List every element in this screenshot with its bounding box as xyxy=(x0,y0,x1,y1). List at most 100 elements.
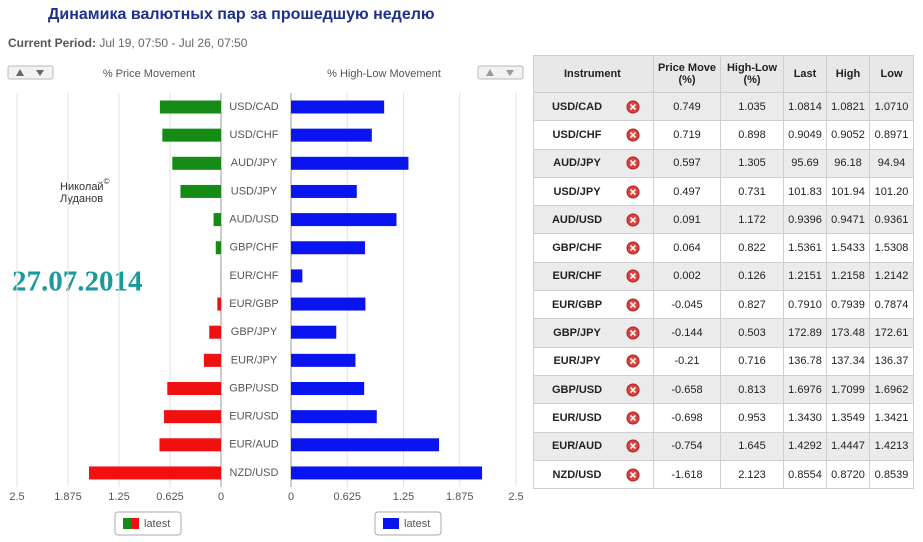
legend-swatch xyxy=(131,518,139,529)
remove-icon[interactable] xyxy=(626,213,640,227)
bar xyxy=(291,438,440,452)
table-cell: 136.78 xyxy=(783,346,827,376)
table-cell: 0.9052 xyxy=(826,120,870,150)
x-tick-label: 0 xyxy=(218,491,224,503)
instrument: EUR/USD xyxy=(534,411,653,425)
table-row: EUR/GBP -0.045 0.827 0.7910 0.7939 0.7874 xyxy=(533,290,914,320)
table-cell: 0.497 xyxy=(653,176,721,207)
remove-icon[interactable] xyxy=(626,326,640,340)
instrument: USD/CHF xyxy=(534,128,653,142)
table-cell: 94.94 xyxy=(869,148,914,178)
period-value: Jul 19, 07:50 - Jul 26, 07:50 xyxy=(99,36,248,50)
table-row: NZD/USD -1.618 2.123 0.8554 0.8720 0.8539 xyxy=(533,459,914,490)
remove-icon[interactable] xyxy=(626,100,640,114)
bar xyxy=(215,241,221,255)
remove-icon[interactable] xyxy=(626,383,640,397)
table-cell: GBP/CHF xyxy=(533,233,654,263)
remove-icon[interactable] xyxy=(626,269,640,283)
icon-cross xyxy=(629,188,637,195)
remove-icon[interactable] xyxy=(626,439,640,453)
remove-icon[interactable] xyxy=(626,411,640,425)
table-cell: 0.7910 xyxy=(783,290,827,320)
instrument-name: AUD/JPY xyxy=(553,157,601,170)
bar xyxy=(162,128,221,142)
icon-cross xyxy=(629,103,637,110)
charts: % Price Movement % High-Low Movement Ник… xyxy=(7,65,524,536)
remove-icon[interactable] xyxy=(626,128,640,142)
chart-title: % Price Movement xyxy=(103,68,195,80)
remove-icon[interactable] xyxy=(626,298,640,312)
table-cell: GBP/JPY xyxy=(533,318,654,348)
category-label: GBP/JPY xyxy=(231,326,278,338)
bar xyxy=(88,466,222,480)
sort-buttons[interactable] xyxy=(7,65,524,80)
instrument: EUR/JPY xyxy=(534,354,653,368)
icon-cross xyxy=(629,301,637,308)
remove-icon[interactable] xyxy=(626,468,640,482)
table-cell: 1.7099 xyxy=(826,374,870,405)
category-label: AUD/USD xyxy=(229,214,279,226)
legend-box xyxy=(114,511,182,536)
table-cell: -0.658 xyxy=(653,374,721,405)
x-tick-label: 0.625 xyxy=(156,491,184,503)
table-cell: 0.8971 xyxy=(869,120,914,150)
bar xyxy=(291,128,372,142)
table-row: AUD/USD 0.091 1.172 0.9396 0.9471 0.9361 xyxy=(533,205,914,235)
legend-box xyxy=(374,511,442,536)
remove-icon[interactable] xyxy=(626,156,640,170)
category-label: GBP/CHF xyxy=(230,242,279,254)
bar xyxy=(291,241,365,255)
bar xyxy=(291,297,366,311)
column-header[interactable]: Last xyxy=(783,55,827,93)
table-row: AUD/JPY 0.597 1.305 95.69 96.18 94.94 xyxy=(533,148,914,178)
table-cell: 1.645 xyxy=(720,431,784,461)
table-row: GBP/USD -0.658 0.813 1.6976 1.7099 1.6962 xyxy=(533,374,914,405)
column-header[interactable]: High-Low (%) xyxy=(720,55,784,93)
bar xyxy=(291,410,377,424)
table-cell: 0.064 xyxy=(653,233,721,263)
table-cell: 96.18 xyxy=(826,148,870,178)
table-cell: GBP/USD xyxy=(533,374,654,405)
table-cell: 0.8554 xyxy=(783,459,827,490)
table-cell: 1.0814 xyxy=(783,91,827,122)
bar xyxy=(291,466,483,480)
remove-icon[interactable] xyxy=(626,241,640,255)
instrument: EUR/GBP xyxy=(534,298,653,312)
remove-icon[interactable] xyxy=(626,354,640,368)
instrument: AUD/USD xyxy=(534,213,653,227)
instrument-name: EUR/GBP xyxy=(551,298,603,311)
table-cell: 0.091 xyxy=(653,205,721,235)
icon-cross xyxy=(629,131,637,139)
table-cell: 136.37 xyxy=(869,346,914,376)
table-cell: 0.749 xyxy=(653,91,721,122)
instrument-name: GBP/USD xyxy=(551,383,603,396)
column-header[interactable]: Price Move (%) xyxy=(653,55,721,93)
table-cell: 0.898 xyxy=(720,120,784,150)
column-header[interactable]: Instrument xyxy=(533,55,654,93)
bar xyxy=(291,100,385,114)
instrument: NZD/USD xyxy=(534,468,653,482)
column-header[interactable]: Low xyxy=(869,55,914,93)
table-cell: 1.2158 xyxy=(826,261,870,292)
table-cell: 0.9471 xyxy=(826,205,870,235)
table-cell: 0.953 xyxy=(720,403,784,433)
instrument: EUR/CHF xyxy=(534,269,653,283)
header-row: Instrument Price Move (%) High-Low (%) Last… xyxy=(533,55,914,93)
table-cell: 1.6976 xyxy=(783,374,827,405)
sort-button[interactable] xyxy=(477,65,524,80)
table-cell: 1.305 xyxy=(720,148,784,178)
remove-icon[interactable] xyxy=(626,185,640,199)
table-cell: 1.5308 xyxy=(869,233,914,263)
sort-button[interactable] xyxy=(7,65,54,80)
instrument-name: USD/CAD xyxy=(551,100,603,113)
table-row: EUR/USD -0.698 0.953 1.3430 1.3549 1.3421 xyxy=(533,403,914,433)
table-row: EUR/AUD -0.754 1.645 1.4292 1.4447 1.4213 xyxy=(533,431,914,461)
table-cell: 1.5361 xyxy=(783,233,827,263)
legend: latest xyxy=(374,511,442,536)
instrument: GBP/JPY xyxy=(534,326,653,340)
category-label: EUR/GBP xyxy=(229,298,279,310)
column-header[interactable]: High xyxy=(826,55,870,93)
instrument-name: GBP/JPY xyxy=(553,327,601,340)
bar xyxy=(291,325,337,339)
